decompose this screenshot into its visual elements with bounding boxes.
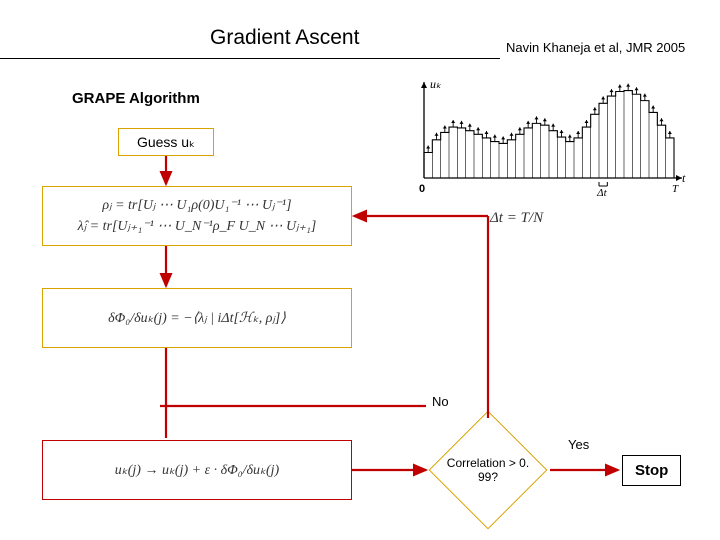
svg-text:uₖ: uₖ bbox=[430, 77, 442, 91]
chart-formula: Δt = T/N bbox=[490, 210, 543, 227]
svg-text:0: 0 bbox=[419, 183, 425, 195]
svg-text:t: t bbox=[682, 171, 686, 185]
pulse-chart: Δt 0 Tt uₖ bbox=[398, 76, 688, 216]
formula-gradient: δΦ₀/δuₖ(j) = −⟨λⱼ | iΔt[ℋₖ, ρⱼ]⟩ bbox=[108, 310, 286, 327]
stop-text: Stop bbox=[635, 462, 668, 479]
box-update: uₖ(j) → uₖ(j) + ε · δΦ₀/δuₖ(j) bbox=[42, 440, 352, 500]
title-underline bbox=[0, 58, 500, 59]
box-guess: Guess uₖ bbox=[118, 128, 214, 156]
citation: Navin Khaneja et al, JMR 2005 bbox=[506, 40, 685, 55]
formula-update: uₖ(j) → uₖ(j) + ε · δΦ₀/δuₖ(j) bbox=[115, 462, 279, 479]
label-no: No bbox=[432, 394, 449, 409]
page-title: Gradient Ascent bbox=[210, 26, 359, 50]
formula-rho: ρⱼ = tr[Uⱼ ⋯ U₁ρ(0)U₁⁻¹ ⋯ Uⱼ⁻¹] bbox=[102, 197, 291, 214]
stop-box: Stop bbox=[622, 455, 681, 486]
box-guess-text: Guess uₖ bbox=[137, 134, 195, 151]
svg-text:T: T bbox=[672, 183, 679, 195]
formula-lambda: λ̂ⱼ = tr[Uⱼ₊₁⁻¹ ⋯ U_N⁻¹ρ_F U_N ⋯ Uⱼ₊₁] bbox=[78, 218, 317, 235]
svg-text:Δt: Δt bbox=[596, 187, 607, 199]
decision-text: Correlation > 0. 99? bbox=[443, 456, 533, 484]
subtitle: GRAPE Algorithm bbox=[72, 90, 200, 107]
box-rho-lambda: ρⱼ = tr[Uⱼ ⋯ U₁ρ(0)U₁⁻¹ ⋯ Uⱼ⁻¹] λ̂ⱼ = tr… bbox=[42, 186, 352, 246]
label-yes: Yes bbox=[568, 437, 589, 452]
box-gradient: δΦ₀/δuₖ(j) = −⟨λⱼ | iΔt[ℋₖ, ρⱼ]⟩ bbox=[42, 288, 352, 348]
